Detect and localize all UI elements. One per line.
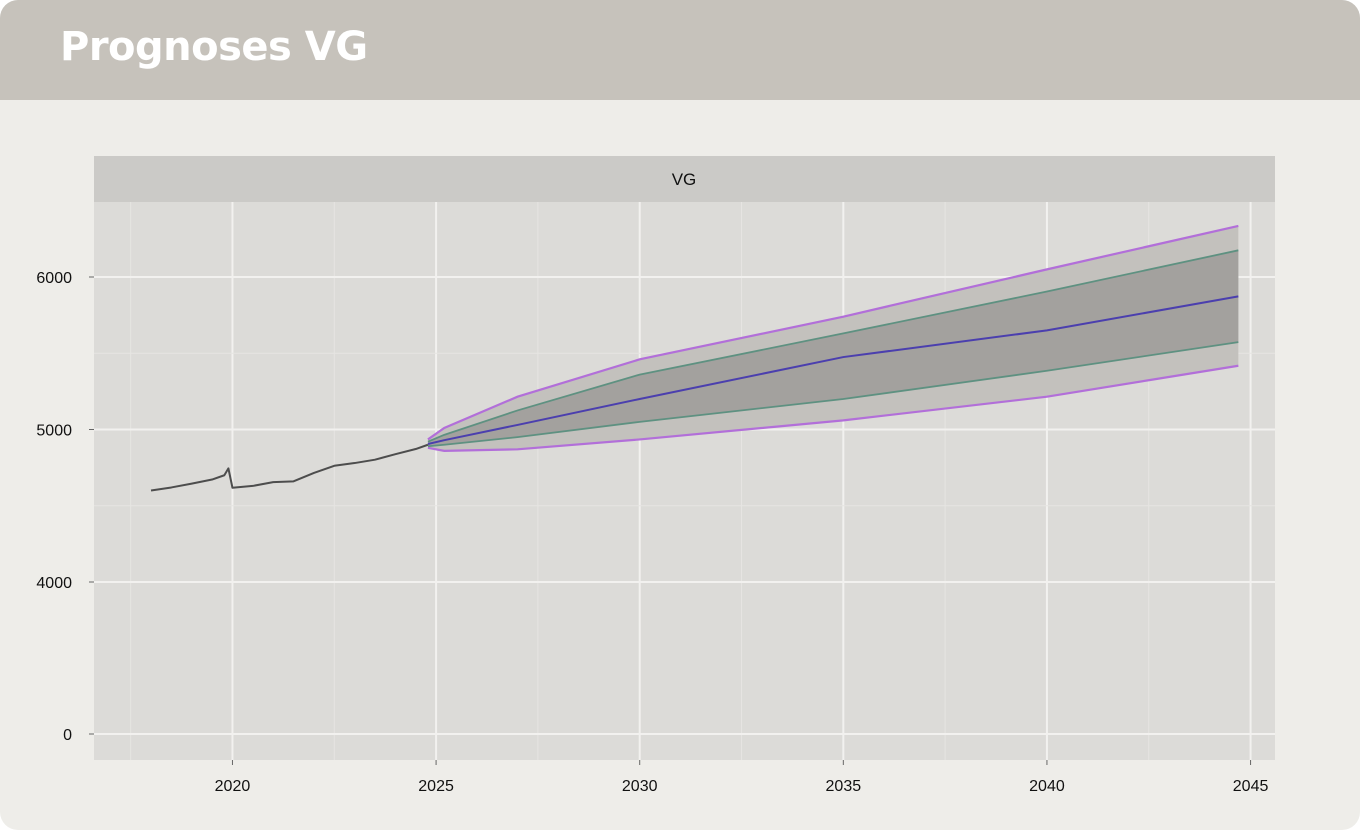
forecast-mean-line — [427, 295, 1239, 445]
facet-strip-label: VG — [672, 170, 697, 189]
inner-upper-line — [427, 249, 1239, 443]
axis-layer: 2020 2025 2030 2035 2040 2045 0 4000 5000 6000 — [36, 270, 1268, 795]
line-layer — [150, 224, 1239, 492]
y-tick-label: 0 — [63, 727, 72, 744]
band-layer — [427, 225, 1239, 451]
history-line — [150, 443, 429, 492]
facet-strip — [94, 156, 1275, 202]
x-tick-label: 2040 — [1029, 778, 1065, 795]
x-tick-label: 2045 — [1233, 778, 1269, 795]
page-title: Prognoses VG — [60, 24, 368, 70]
x-tick-label: 2030 — [622, 778, 658, 795]
grid-layer — [94, 202, 1275, 760]
inner-interval-band — [427, 250, 1239, 447]
x-tick-label: 2025 — [418, 778, 454, 795]
x-tick-label: 2035 — [826, 778, 862, 795]
x-tick-label: 2020 — [215, 778, 251, 795]
y-tick-label: 5000 — [36, 423, 72, 440]
header-bar: Prognoses VG — [0, 0, 1360, 100]
outer-lower-line — [427, 364, 1239, 452]
y-tick-label: 4000 — [36, 575, 72, 592]
outer-upper-line — [427, 224, 1239, 441]
y-tick-label: 6000 — [36, 270, 72, 287]
inner-lower-line — [427, 341, 1239, 448]
